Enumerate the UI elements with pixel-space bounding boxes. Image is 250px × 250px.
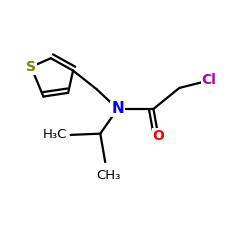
Text: CH₃: CH₃ <box>97 169 121 182</box>
Text: N: N <box>111 102 124 116</box>
Text: S: S <box>26 60 36 74</box>
Text: Cl: Cl <box>202 74 216 88</box>
Text: H₃C: H₃C <box>42 128 67 141</box>
Text: O: O <box>152 129 164 143</box>
